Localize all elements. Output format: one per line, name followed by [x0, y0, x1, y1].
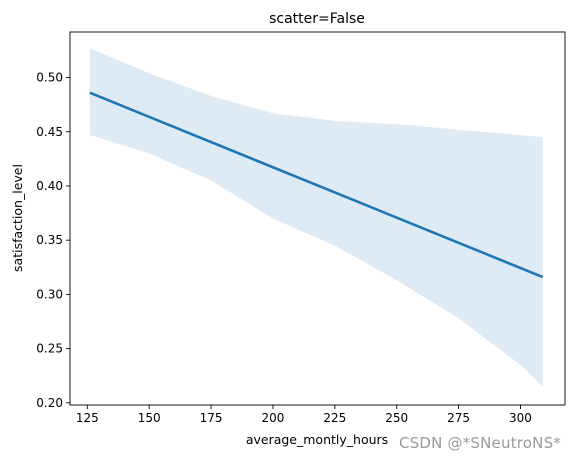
- y-axis-label: satisfaction_level: [10, 164, 25, 272]
- y-tick-label: 0.35: [36, 233, 63, 247]
- x-tick-label: 300: [509, 411, 532, 425]
- y-axis: 0.20 0.25 0.30 0.35 0.40 0.45 0.50: [36, 71, 70, 410]
- x-tick-label: 125: [76, 411, 99, 425]
- confidence-band: [89, 48, 543, 387]
- watermark-text: CSDN @*SNeutroNS*: [398, 434, 561, 452]
- plot-frame: [69, 31, 566, 406]
- y-tick-label: 0.20: [36, 396, 63, 410]
- y-tick-label: 0.45: [36, 125, 63, 139]
- regression-line-layer: [89, 91, 544, 279]
- y-tick-label: 0.25: [36, 342, 63, 356]
- x-tick-label: 275: [447, 411, 470, 425]
- x-tick-label: 150: [138, 411, 161, 425]
- x-axis: 125 150 175 200 225 250 275 300: [76, 405, 532, 425]
- y-tick-label: 0.30: [36, 287, 63, 301]
- chart-title: scatter=False: [269, 11, 365, 27]
- x-tick-label: 250: [385, 411, 408, 425]
- y-tick-label: 0.50: [36, 71, 63, 85]
- x-axis-label: average_montly_hours: [246, 432, 388, 447]
- y-tick-label: 0.40: [36, 179, 63, 193]
- regression-line: [89, 91, 544, 279]
- confidence-band-layer: [89, 48, 543, 387]
- x-tick-label: 200: [261, 411, 284, 425]
- x-tick-label: 225: [323, 411, 346, 425]
- x-tick-label: 175: [200, 411, 223, 425]
